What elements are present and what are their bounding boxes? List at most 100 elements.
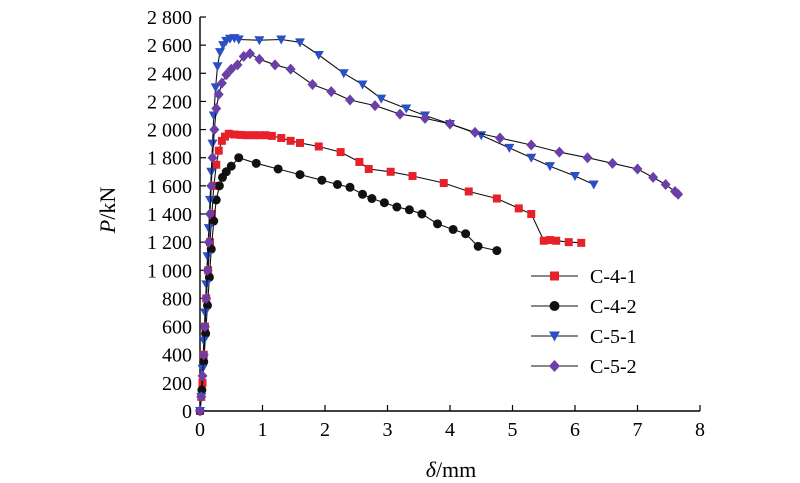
y-tick-label: 400 <box>162 345 192 367</box>
data-point <box>401 104 412 114</box>
data-point <box>673 188 684 200</box>
data-point <box>526 139 537 151</box>
data-point <box>607 157 618 169</box>
data-point <box>233 35 244 45</box>
data-point <box>236 130 245 139</box>
y-tick-label: 2 800 <box>147 7 192 29</box>
x-tick-label: 2 <box>320 419 330 441</box>
data-point <box>276 35 287 45</box>
legend-marker <box>550 271 559 281</box>
y-tick-label: 1 800 <box>147 148 192 170</box>
y-tick-label: 200 <box>162 373 192 395</box>
x-tick-label: 4 <box>445 419 455 441</box>
y-tick-label: 600 <box>162 317 192 339</box>
y-tick-label: 800 <box>162 288 192 310</box>
data-point <box>197 370 208 382</box>
data-point <box>395 108 405 120</box>
data-point <box>660 178 671 190</box>
legend-marker <box>549 360 560 372</box>
data-point <box>214 181 224 191</box>
data-point <box>224 129 233 138</box>
data-point <box>367 194 377 204</box>
data-point <box>201 292 212 304</box>
data-point <box>370 100 380 112</box>
data-point <box>254 53 265 65</box>
data-point <box>495 132 505 144</box>
data-point <box>386 167 395 176</box>
data-point <box>209 124 220 136</box>
data-point <box>379 198 389 208</box>
data-point <box>364 164 373 173</box>
data-point <box>582 152 593 164</box>
legend-entry: C-4-1 <box>531 266 637 288</box>
data-point <box>198 336 209 346</box>
data-point <box>527 210 536 218</box>
data-point <box>404 205 414 215</box>
data-point <box>355 157 364 166</box>
data-point <box>577 238 586 247</box>
series-c-4-2 <box>195 153 502 416</box>
data-point <box>333 179 342 189</box>
x-tick-label: 0 <box>195 419 205 441</box>
legend-entry: C-4-2 <box>531 296 637 318</box>
series-line <box>199 37 595 412</box>
series-line <box>199 157 498 412</box>
legend: C-4-1 C-4-2 C-5-1 C-5-2 <box>531 266 637 378</box>
data-point <box>552 236 561 245</box>
x-tick-label: 5 <box>508 419 518 441</box>
x-axis-label-unit: /mm <box>436 457 476 482</box>
x-tick-label: 1 <box>258 419 268 441</box>
data-point <box>345 94 355 106</box>
data-point <box>202 252 213 262</box>
data-point <box>376 94 387 104</box>
data-point <box>198 349 209 361</box>
data-point <box>200 321 210 333</box>
data-point <box>196 391 207 403</box>
x-axis-label-symbol: δ <box>426 457 437 482</box>
data-point <box>226 63 237 75</box>
data-point <box>648 171 659 183</box>
data-point <box>206 167 217 177</box>
y-tick-label: 1 600 <box>147 176 192 198</box>
data-point <box>314 142 323 151</box>
data-point <box>286 136 295 145</box>
data-point <box>203 236 214 248</box>
data-point <box>270 59 280 71</box>
data-point <box>433 219 442 229</box>
data-point <box>439 179 448 188</box>
legend-label: C-4-2 <box>590 296 637 318</box>
data-point <box>205 195 215 205</box>
data-point <box>313 50 324 60</box>
data-point <box>445 118 455 130</box>
legend-marker <box>549 331 560 342</box>
x-tick-label: 7 <box>633 419 643 441</box>
data-point <box>504 143 515 153</box>
data-point <box>211 102 222 114</box>
legend-label: C-5-2 <box>590 356 637 378</box>
data-point <box>200 308 210 318</box>
data-point <box>261 131 270 140</box>
legend-marker <box>549 301 560 311</box>
data-point <box>203 224 214 234</box>
data-point <box>254 36 265 46</box>
data-point <box>201 329 211 339</box>
data-point <box>448 224 458 234</box>
data-point <box>417 209 427 219</box>
data-point <box>285 63 296 75</box>
data-point <box>251 158 261 168</box>
x-tick-label: 8 <box>695 419 705 441</box>
y-tick-label: 1 000 <box>147 260 192 282</box>
data-point <box>234 153 244 163</box>
data-point <box>277 134 286 143</box>
data-point <box>570 172 580 182</box>
data-point <box>420 112 430 124</box>
data-point <box>345 182 355 192</box>
x-tick-label: 6 <box>570 419 580 441</box>
data-point <box>216 77 227 89</box>
data-point <box>326 86 337 98</box>
ticks: 0 1 2 3 4 5 6 7 8 0 200 400 600 800 1 000 1 200 1 400 1 6… <box>147 7 705 441</box>
data-point <box>249 131 258 140</box>
data-point <box>215 48 225 58</box>
data-point <box>205 208 215 220</box>
